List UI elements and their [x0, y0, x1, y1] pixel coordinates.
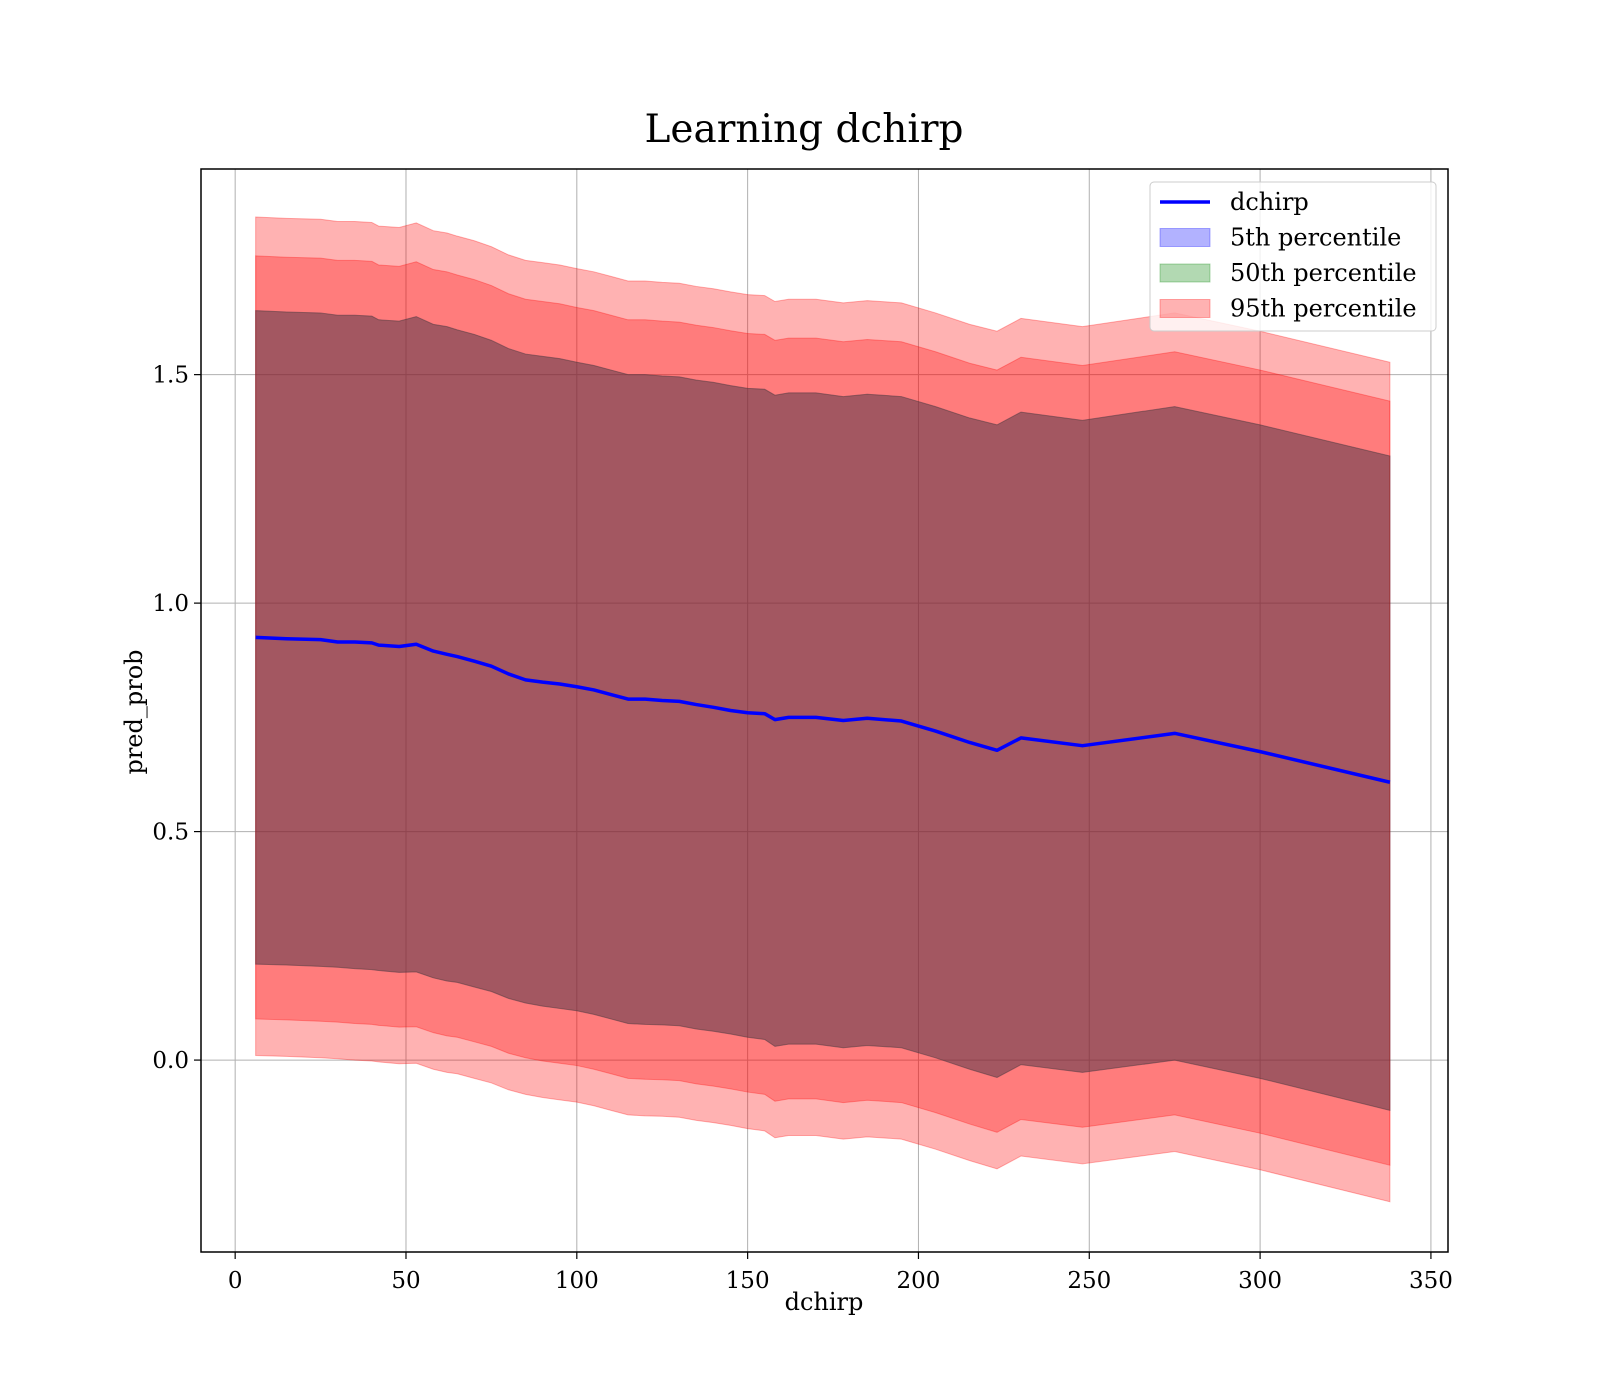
legend-label: dchirp [1230, 188, 1309, 216]
plot-area [200, 168, 1449, 1253]
x-axis-ticks: 0 50 100 150 200 250 300 350 [228, 1252, 1453, 1294]
legend-item-95th-percentile: 95th percentile [1159, 295, 1417, 323]
y-axis-label: pred_prob [120, 649, 148, 774]
legend-label: 50th percentile [1230, 259, 1417, 287]
x-axis-label: dchirp [785, 1288, 864, 1316]
x-tick-label: 100 [555, 1268, 599, 1294]
x-tick-label: 0 [228, 1268, 243, 1294]
chart-title: Learning dchirp [645, 107, 964, 152]
legend-label: 95th percentile [1230, 295, 1417, 323]
x-tick-label: 300 [1238, 1268, 1282, 1294]
legend-item-50th-percentile: 50th percentile [1159, 259, 1417, 287]
legend-items: dchirp 5th percentile 50th percentile 95th … [1159, 188, 1417, 323]
y-tick-label: 0.5 [152, 820, 189, 846]
95th-percentile-band [255, 255, 1391, 1166]
legend-swatch-patch [1159, 299, 1211, 318]
y-tick-label: 1.5 [152, 363, 189, 389]
x-tick-label: 150 [726, 1268, 770, 1294]
legend-swatch-patch [1159, 228, 1211, 247]
x-tick-label: 50 [391, 1268, 420, 1294]
legend-frame [1149, 181, 1437, 332]
percentile-bands [255, 216, 1391, 1203]
legend: dchirp 5th percentile 50th percentile 95th … [1149, 181, 1437, 332]
x-tick-label: 350 [1409, 1268, 1453, 1294]
legend-item-5th-percentile: 5th percentile [1159, 224, 1401, 252]
x-tick-label: 250 [1067, 1268, 1111, 1294]
series-lines [255, 635, 1391, 784]
plot-background [201, 169, 1448, 1252]
y-axis-ticks: 0.0 0.5 1.0 1.5 [152, 363, 201, 1074]
grid-lines [201, 169, 1448, 1252]
5th-percentile-band [255, 310, 1391, 1111]
legend-label: 5th percentile [1230, 224, 1401, 252]
50th-percentile-band [255, 310, 1391, 1111]
x-tick-label: 200 [896, 1268, 940, 1294]
legend-swatch-patch [1159, 263, 1211, 283]
dchirp-line [255, 635, 1391, 784]
legend-item-dchirp: dchirp [1160, 188, 1309, 216]
y-tick-label: 1.0 [152, 591, 189, 617]
plot-frame [200, 168, 1449, 1253]
95th-percentile-outer-band [255, 216, 1391, 1203]
y-tick-label: 0.0 [152, 1048, 189, 1074]
